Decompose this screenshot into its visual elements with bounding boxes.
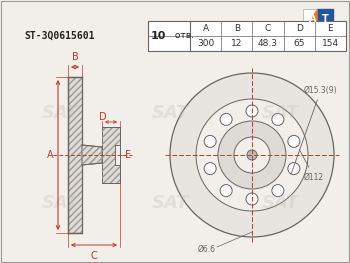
Circle shape [272,113,284,125]
Circle shape [220,185,232,197]
Text: 65: 65 [293,39,305,48]
Circle shape [247,150,257,160]
Bar [115,145,120,165]
Circle shape [246,193,258,205]
Circle shape [170,73,334,237]
Circle shape [220,113,232,125]
Circle shape [234,137,270,173]
Text: SAT: SAT [41,104,79,122]
Text: 12: 12 [231,39,243,48]
Text: A: A [309,14,317,24]
Circle shape [272,185,284,197]
Text: Ø6.6: Ø6.6 [198,245,216,254]
Text: SAT: SAT [261,104,299,122]
Circle shape [288,163,300,175]
Circle shape [204,163,216,175]
Bar [102,127,120,183]
Text: C: C [91,251,97,261]
Text: D: D [99,112,107,122]
Text: 48.3: 48.3 [258,39,278,48]
Circle shape [218,121,286,189]
Polygon shape [318,9,333,31]
Text: отв.: отв. [172,32,194,41]
Text: 300: 300 [197,39,214,48]
Bar [102,127,120,183]
Circle shape [204,135,216,147]
Circle shape [288,135,300,147]
Text: T: T [322,14,328,24]
Text: 154: 154 [322,39,339,48]
Text: SAT: SAT [261,194,299,212]
Text: E: E [125,150,131,160]
Text: Ø112: Ø112 [299,149,324,181]
Circle shape [196,99,308,211]
Text: SAT: SAT [151,104,189,122]
Bar [303,9,333,31]
Text: C: C [265,24,271,33]
Bar [68,77,82,233]
Bar [68,77,82,233]
Text: D: D [296,24,303,33]
Text: A: A [203,24,209,33]
Text: B: B [72,52,78,62]
Text: E: E [328,24,333,33]
Bar [148,21,346,51]
Text: SAT: SAT [41,194,79,212]
Polygon shape [303,9,318,31]
Polygon shape [82,145,102,165]
Text: A: A [47,150,53,160]
Text: SAT: SAT [151,194,189,212]
Text: Ø15.3(9): Ø15.3(9) [291,85,338,174]
Text: B: B [234,24,240,33]
Circle shape [246,105,258,117]
Text: ST-3Q0615601: ST-3Q0615601 [25,31,95,41]
Text: 10: 10 [150,31,166,41]
